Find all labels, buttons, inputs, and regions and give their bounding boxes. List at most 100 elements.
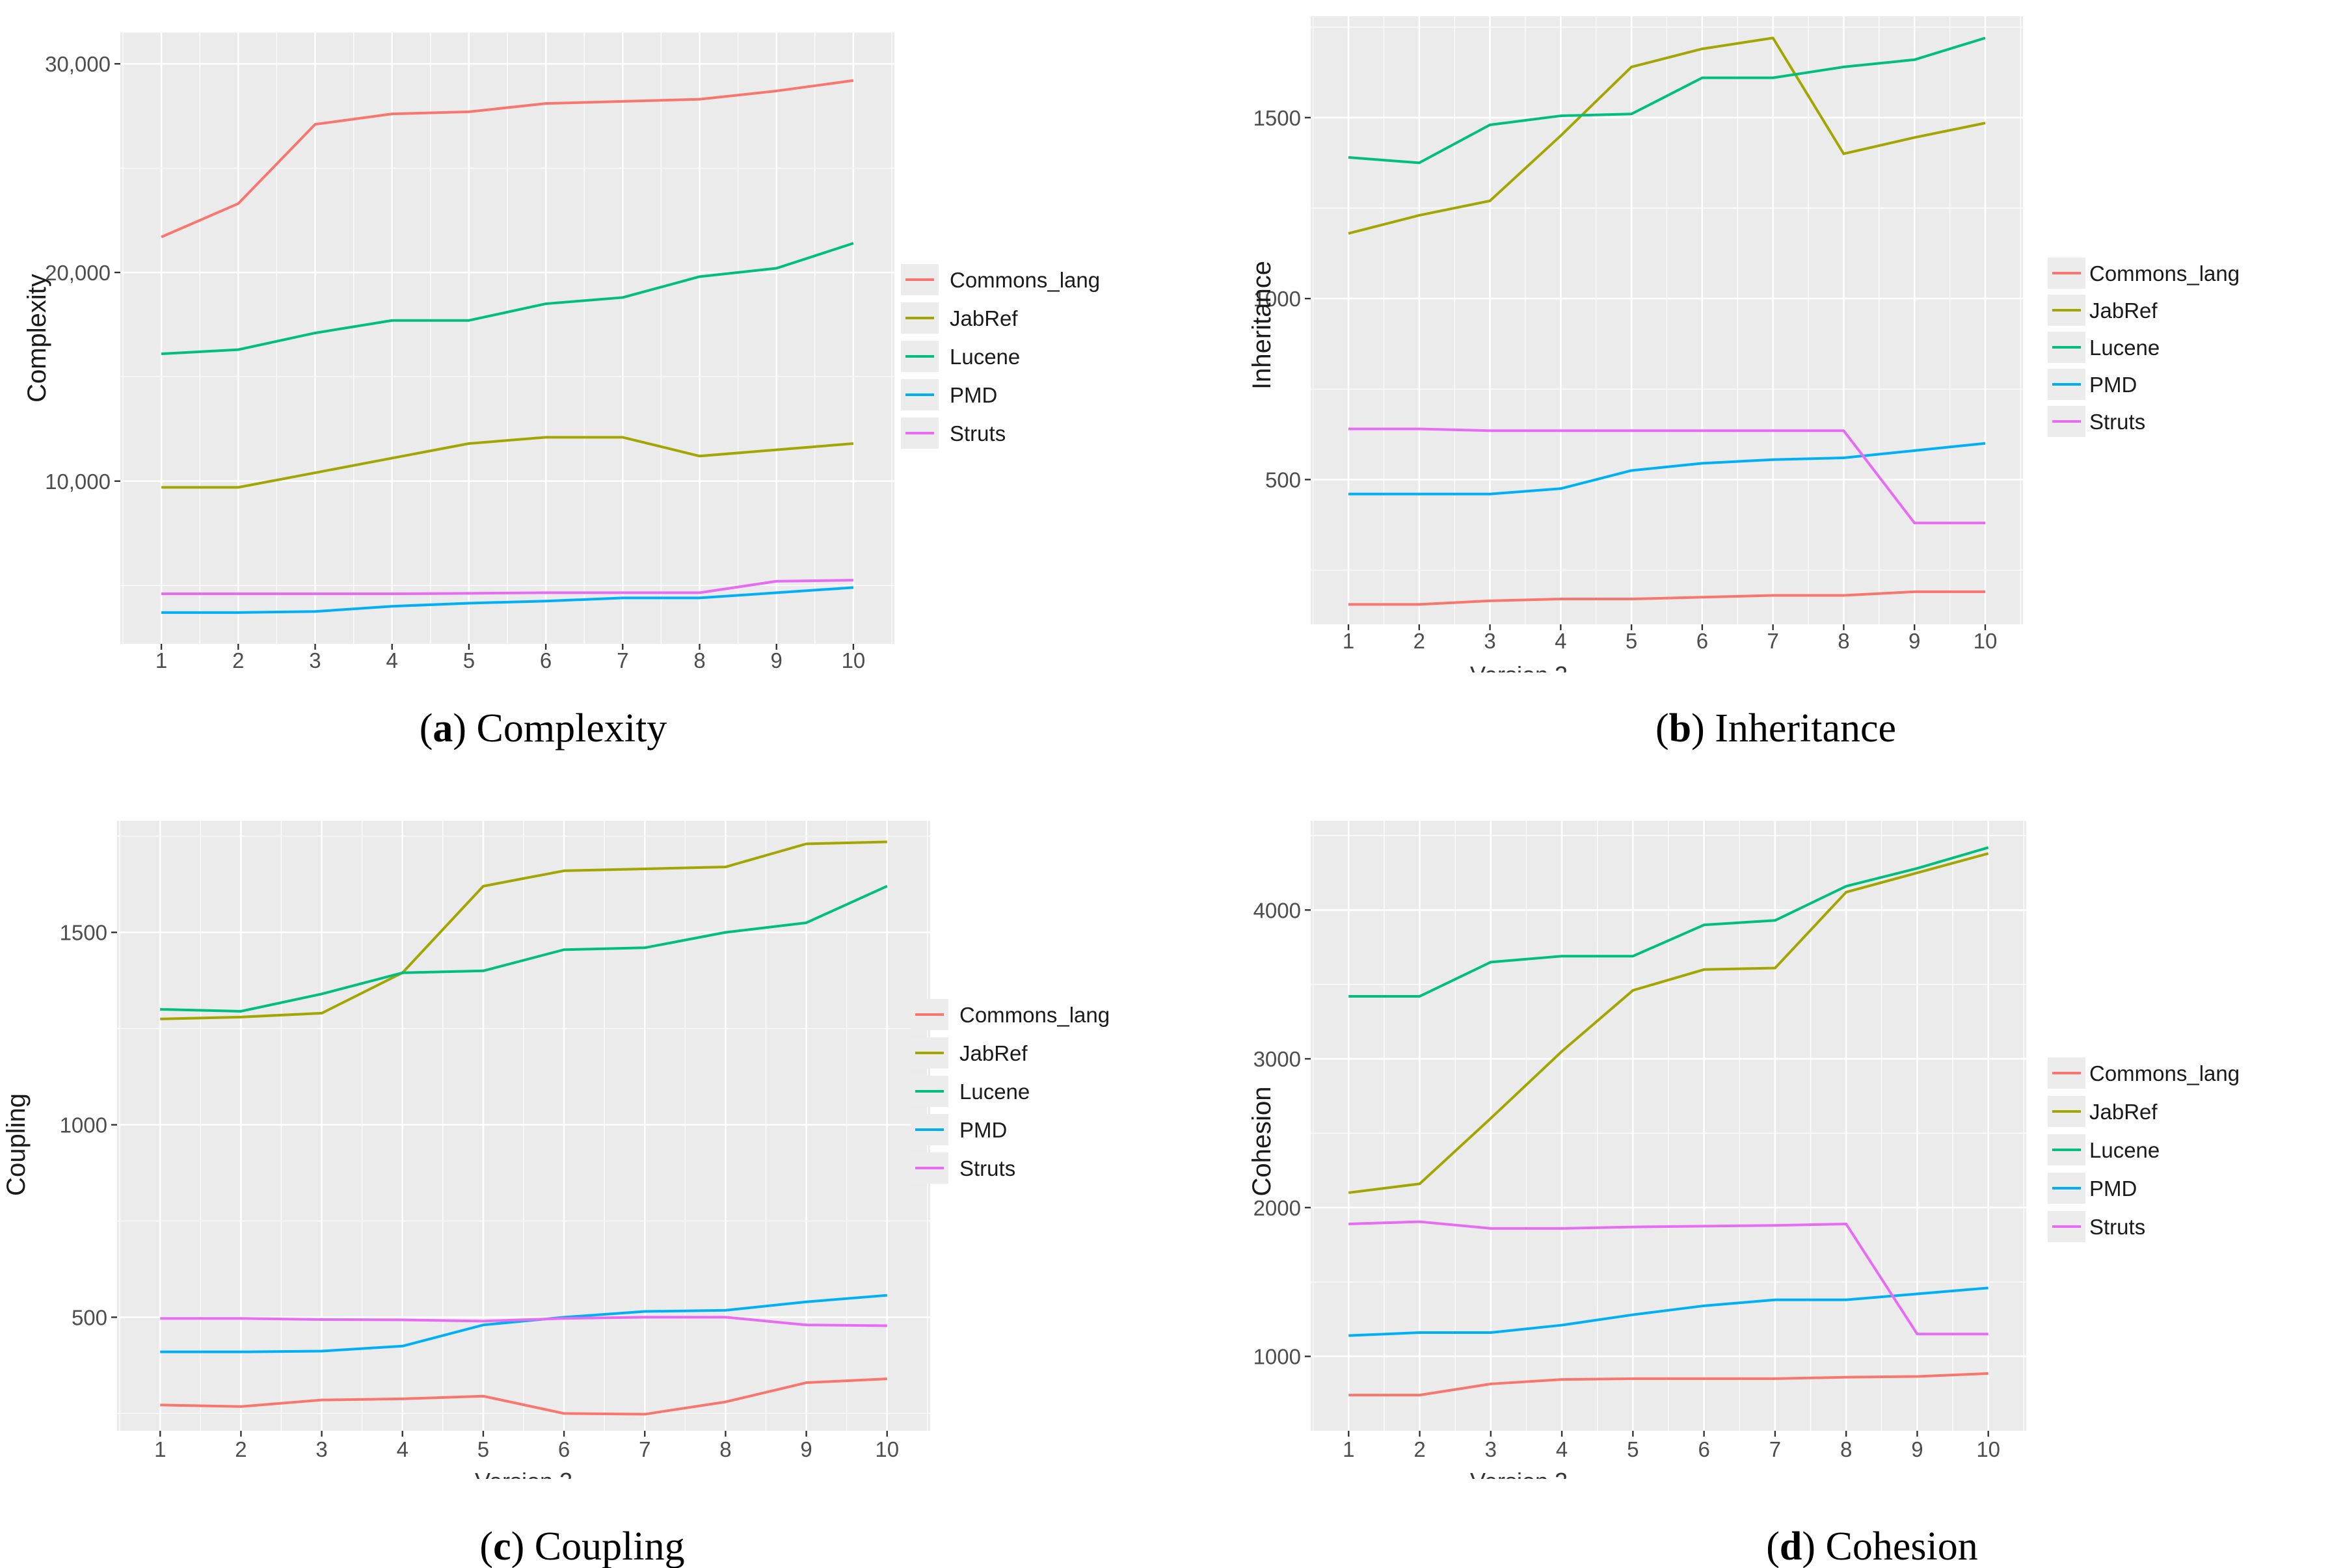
caption-c: (c) Coupling <box>479 1524 684 1568</box>
x-axis-title-clipped: Version 2 <box>475 1468 572 1495</box>
series-line-Lucene <box>161 242 854 356</box>
series-line-Struts <box>160 1316 887 1327</box>
x-tick-label: 10 <box>1974 629 1998 653</box>
series-line-Lucene <box>1348 846 1989 998</box>
legend-label: PMD <box>2089 373 2137 397</box>
legend-label: JabRef <box>2089 1100 2158 1124</box>
x-tick-label: 6 <box>558 1437 570 1461</box>
x-tick-label: 5 <box>477 1437 489 1461</box>
x-tick-label: 4 <box>1555 629 1566 653</box>
y-tick-label: 4000 <box>1253 898 1301 922</box>
x-tick-label: 1 <box>154 1437 166 1461</box>
y-tick-label: 1000 <box>1253 1345 1301 1369</box>
series-lines <box>161 79 854 614</box>
caption-letter: b <box>1669 706 1691 751</box>
x-axis-title-clipped: Version 2 <box>1470 665 1568 672</box>
legend-item-Lucene: Lucene <box>911 1076 1030 1107</box>
series-line-Struts <box>161 579 853 596</box>
x-tick-label: 1 <box>1343 1437 1354 1461</box>
series-line-Commons_lang <box>161 79 854 239</box>
x-tick-label: 6 <box>1698 1437 1709 1461</box>
x-axis-title-text: Version 2 <box>1470 1468 1568 1495</box>
grid-minor <box>1311 821 2026 1431</box>
legend-item-PMD: PMD <box>911 1114 1007 1145</box>
x-tick-label: 6 <box>540 648 552 672</box>
series-line-Struts <box>1348 427 1985 525</box>
y-tick-label: 10,000 <box>45 470 111 494</box>
legend-item-Lucene: Lucene <box>2048 332 2160 363</box>
legend-label: JabRef <box>2089 299 2158 323</box>
series-line-PMD <box>1348 1286 1988 1337</box>
series-line-Struts <box>1348 1220 1988 1336</box>
y-tick-label: 3000 <box>1253 1047 1301 1071</box>
legend-label: Lucene <box>959 1080 1030 1104</box>
x-tick-label: 8 <box>1838 629 1849 653</box>
x-tick-label: 1 <box>155 648 167 672</box>
legend-item-Lucene: Lucene <box>901 341 1020 372</box>
caption-text: Cohesion <box>1826 1524 1978 1568</box>
x-tick-label: 3 <box>315 1437 327 1461</box>
series-line-Commons_lang <box>160 1377 887 1416</box>
x-tick-label: 4 <box>1556 1437 1568 1461</box>
legend-label: Lucene <box>2089 1138 2160 1162</box>
y-tick-label: 2000 <box>1253 1196 1301 1220</box>
y-axis-title: Cohesion <box>1248 1086 1276 1196</box>
legend-label: JabRef <box>959 1041 1028 1065</box>
legend-label: Commons_lang <box>959 1003 1110 1027</box>
legend-label: PMD <box>959 1118 1007 1142</box>
x-tick-label: 3 <box>1485 1437 1497 1461</box>
grid-major <box>1311 16 2023 624</box>
legend-item-Commons_lang: Commons_lang <box>911 999 1110 1030</box>
x-tick-label: 2 <box>1413 1437 1425 1461</box>
caption-letter: c <box>493 1524 511 1568</box>
legend-label: JabRef <box>950 306 1018 330</box>
legend-item-JabRef: JabRef <box>901 302 1018 334</box>
x-tick-label: 7 <box>639 1437 650 1461</box>
legend-item-JabRef: JabRef <box>2048 1096 2158 1127</box>
caption-d: (d) Cohesion <box>1766 1524 1978 1568</box>
y-tick-label: 20,000 <box>45 261 111 285</box>
axis-ticks <box>114 62 855 650</box>
series-line-JabRef <box>1348 36 1986 235</box>
legend: Commons_lang JabRef Lucene PMD Struts <box>2048 258 2240 437</box>
x-tick-label: 2 <box>232 648 244 672</box>
x-tick-label: 5 <box>463 648 475 672</box>
grid-minor <box>120 33 894 644</box>
series-line-PMD <box>160 1294 887 1353</box>
chart-b: 500 1000 1500 1 2 3 4 5 6 7 8 9 10 Inheritance Version… <box>1248 16 2240 751</box>
legend-item-JabRef: JabRef <box>2048 295 2158 326</box>
y-axis-title: Inheritance <box>1248 261 1276 390</box>
caption-a: (a) Complexity <box>420 706 667 751</box>
x-tick-label: 3 <box>309 648 321 672</box>
x-tick-label: 4 <box>397 1437 408 1461</box>
y-tick-label: 500 <box>1265 468 1301 492</box>
legend-item-PMD: PMD <box>2048 369 2137 400</box>
x-tick-label: 7 <box>617 648 628 672</box>
y-tick-label: 1000 <box>1253 287 1301 311</box>
grid-minor <box>117 821 930 1431</box>
y-tick-label: 30,000 <box>45 52 111 76</box>
x-tick-label: 4 <box>386 648 398 672</box>
x-axis-title-text: Version 2 <box>475 1468 572 1495</box>
x-tick-label: 2 <box>1413 629 1425 653</box>
x-tick-label: 9 <box>1908 629 1920 653</box>
x-axis-title-clipped: Version 2 <box>1470 1468 1568 1495</box>
chart-c: 500 1000 1500 1 2 3 4 5 6 7 8 9 10 Coupling Version 2 C… <box>2 821 1110 1568</box>
series-line-Commons_lang <box>1348 590 1985 606</box>
legend-item-PMD: PMD <box>2048 1173 2137 1204</box>
x-tick-label: 6 <box>1696 629 1708 653</box>
legend-label: Struts <box>950 421 1006 445</box>
x-tick-label: 7 <box>1767 629 1778 653</box>
x-tick-label: 3 <box>1484 629 1495 653</box>
axis-ticks <box>1305 116 1987 630</box>
caption-text: Inheritance <box>1715 706 1896 751</box>
series-line-Lucene <box>1348 36 1986 165</box>
legend-item-Commons_lang: Commons_lang <box>901 264 1100 295</box>
x-tick-label: 9 <box>800 1437 812 1461</box>
legend: Commons_lang JabRef Lucene PMD Struts <box>2048 1057 2240 1242</box>
y-tick-label: 1500 <box>60 921 107 945</box>
x-tick-label: 10 <box>1976 1437 2000 1461</box>
series-lines <box>1348 36 1986 606</box>
series-line-PMD <box>1348 442 1986 496</box>
